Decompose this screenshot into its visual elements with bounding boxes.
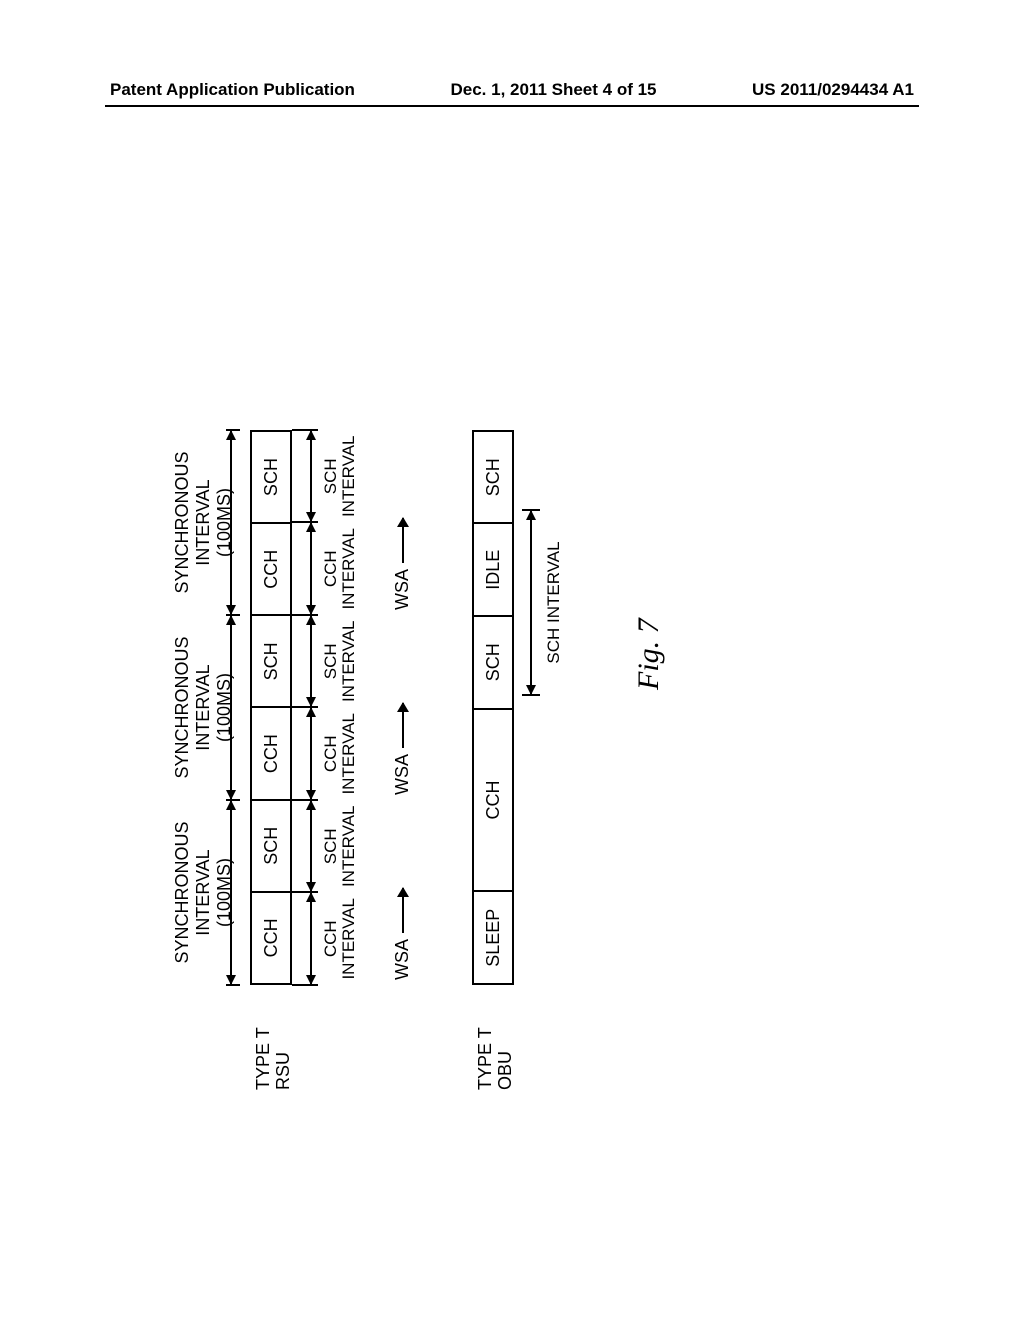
rsu-interval-label-3: SCH INTERVAL [322,615,358,708]
rsu-cell-5: SCH [250,430,292,524]
obu-sch-interval-arrow [522,510,540,695]
rsu-interval-label-0: CCHINTERVAL [322,893,358,986]
sync-arrow-2 [230,430,248,615]
wsa-arrow-0: WSA [392,888,413,980]
sync-interval-arrows [222,430,240,985]
figure-7-diagram: SYNCHRONOUS INTERVAL (100MS) SYNCHRONOUS… [172,190,852,1090]
rsu-label: TYPE T RSU [254,990,294,1090]
wsa-arrow-2: WSA [392,518,413,610]
obu-cell-3: IDLE [472,524,514,617]
header-left: Patent Application Publication [110,80,355,100]
obu-cell-4: SCH [472,430,514,525]
rsu-tick-4 [292,614,318,616]
sync-arrow-1 [230,615,248,800]
obu-label: TYPE T OBU [476,990,516,1090]
header-rule [105,105,919,107]
rsu-cell-4: CCH [250,524,292,616]
sync-arrow-0 [230,800,248,985]
page-header: Patent Application Publication Dec. 1, 2… [0,80,1024,100]
rsu-tick-3 [292,707,318,709]
rsu-cell-0: CCH [250,893,292,985]
rsu-row: CCHSCHCCHSCHCCHSCH [250,430,292,985]
rsu-tick-6 [292,429,318,431]
rsu-tick-2 [292,799,318,801]
rsu-tick-0 [292,984,318,986]
header-right: US 2011/0294434 A1 [752,80,914,100]
rsu-interval-labels: CCHINTERVALSCH INTERVALCCHINTERVALSCH IN… [322,430,358,985]
obu-cell-1: CCH [472,710,514,893]
rsu-interval-label-5: SCH INTERVAL [322,430,358,523]
arrow-icon [402,703,404,748]
rsu-interval-label-2: CCHINTERVAL [322,708,358,801]
header-center: Dec. 1, 2011 Sheet 4 of 15 [450,80,656,100]
wsa-arrow-1: WSA [392,703,413,795]
rsu-cell-1: SCH [250,801,292,893]
figure-label: Fig. 7 [632,618,666,690]
rsu-tick-5 [292,522,318,524]
rsu-cell-2: CCH [250,708,292,800]
obu-cell-0: SLEEP [472,892,514,985]
rsu-tick-1 [292,892,318,894]
arrow-icon [402,888,404,933]
obu-row: SLEEPCCHSCHIDLESCH [472,430,514,985]
rsu-interval-label-1: SCH INTERVAL [322,800,358,893]
wsa-row: WSA WSA WSA [392,430,422,985]
rsu-interval-label-4: CCHINTERVAL [322,523,358,616]
obu-sch-interval-label: SCH INTERVAL [544,510,564,695]
obu-cell-2: SCH [472,617,514,710]
rsu-cell-3: SCH [250,616,292,708]
arrow-icon [402,518,404,563]
